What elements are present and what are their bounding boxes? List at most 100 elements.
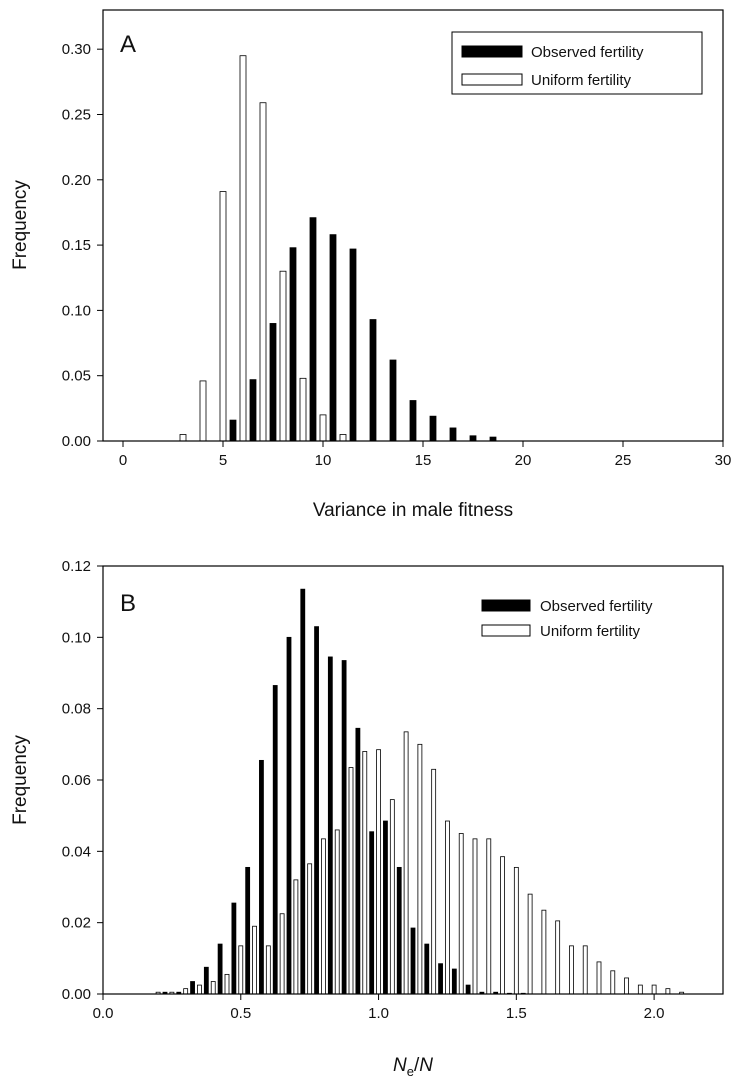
- observed-bars: [162, 588, 526, 995]
- legend-label-observed: Observed fertility: [540, 598, 653, 615]
- y-axis-title: Frequency: [10, 735, 31, 825]
- observed-bar: [369, 319, 377, 442]
- observed-bar: [409, 400, 417, 442]
- uniform-bar: [417, 743, 423, 995]
- uniform-bar: [431, 768, 437, 995]
- uniform-bar: [651, 984, 657, 995]
- uniform-bar: [219, 191, 227, 442]
- legend-swatch-uniform: [461, 73, 523, 86]
- uniform-bar: [252, 925, 257, 995]
- uniform-bars: [179, 55, 347, 442]
- uniform-bar: [319, 414, 327, 442]
- observed-bar: [369, 831, 375, 995]
- uniform-bar: [179, 434, 187, 442]
- y-tick-label: 0.20: [62, 172, 91, 189]
- y-axis-title: Frequency: [10, 180, 31, 270]
- uniform-bar: [637, 984, 643, 995]
- observed-bar: [217, 943, 223, 995]
- observed-bar: [314, 626, 319, 995]
- uniform-bar: [665, 988, 671, 995]
- panel-b: 0.0 0.5 1.0 1.5 2.0 0.00 0.02 0.04 0.06 0.08 0.10…: [10, 558, 724, 1079]
- panel-letter: B: [120, 590, 136, 617]
- uniform-bar: [458, 833, 464, 995]
- observed-bar: [424, 943, 430, 995]
- observed-bar: [355, 727, 361, 995]
- observed-bar: [245, 866, 251, 995]
- observed-bar: [259, 759, 264, 995]
- observed-bar: [469, 435, 477, 442]
- uniform-bar: [403, 731, 409, 995]
- observed-bar: [190, 981, 195, 995]
- x-tick-label: 10: [315, 452, 332, 469]
- y-ticks: 0.00 0.02 0.04 0.06 0.08 0.10 0.12: [62, 558, 103, 1003]
- y-tick-label: 0.25: [62, 106, 91, 123]
- observed-bar: [249, 379, 257, 442]
- uniform-bar: [486, 838, 492, 995]
- observed-bar: [269, 323, 277, 442]
- uniform-bar: [279, 913, 285, 995]
- uniform-bar: [596, 961, 602, 995]
- legend: Observed fertility Uniform fertility: [481, 598, 653, 640]
- uniform-bar: [555, 920, 561, 995]
- uniform-bar: [339, 434, 347, 442]
- uniform-bar: [321, 838, 326, 995]
- observed-bar: [429, 415, 437, 442]
- uniform-bar: [183, 988, 189, 995]
- legend-label-observed: Observed fertility: [531, 44, 644, 61]
- observed-bar: [396, 866, 402, 995]
- plot-frame: [102, 9, 724, 442]
- y-tick-label: 0.15: [62, 237, 91, 254]
- uniform-bar: [610, 970, 616, 995]
- legend-label-uniform: Uniform fertility: [531, 72, 632, 89]
- observed-bar: [229, 419, 237, 442]
- observed-bar: [231, 902, 237, 995]
- uniform-bar: [362, 751, 368, 995]
- observed-bar: [327, 656, 333, 995]
- uniform-bar: [197, 984, 202, 995]
- uniform-bar: [199, 380, 207, 442]
- uniform-bar: [582, 945, 588, 995]
- uniform-bar: [293, 879, 299, 995]
- observed-bar: [272, 685, 278, 995]
- uniform-bar: [224, 973, 230, 995]
- observed-bar: [451, 968, 457, 995]
- observed-bars: [229, 217, 497, 442]
- x-ticks: 0 5 10 15 20 25 30: [119, 441, 731, 469]
- x-axis-title-n: N: [393, 1055, 407, 1076]
- uniform-bar: [307, 863, 313, 995]
- observed-bar: [389, 359, 397, 442]
- y-ticks: 0.00 0.05 0.10 0.15 0.20 0.25 0.30: [62, 41, 103, 450]
- panel-a: 0 5 10 15 20 25 30 0.00 0.05 0.10 0.15 0.20 0.25 0.3…: [10, 9, 731, 521]
- y-tick-label: 0.30: [62, 41, 91, 58]
- y-tick-label: 0.12: [62, 558, 91, 575]
- uniform-bar: [569, 945, 574, 995]
- uniform-bar: [472, 838, 478, 995]
- x-tick-label: 5: [219, 452, 227, 469]
- legend-swatch-uniform: [481, 624, 531, 637]
- uniform-bar: [500, 856, 505, 995]
- observed-bar: [410, 927, 416, 995]
- x-axis-title: Ne/N: [393, 1055, 433, 1079]
- legend-label-uniform: Uniform fertility: [540, 623, 641, 640]
- uniform-bar: [527, 893, 533, 995]
- x-axis-title: Variance in male fitness: [313, 500, 513, 521]
- panel-letter: A: [120, 31, 136, 58]
- x-tick-label: 1.5: [506, 1005, 527, 1022]
- y-tick-label: 0.06: [62, 772, 91, 789]
- legend-swatch-observed: [481, 599, 531, 612]
- observed-bar: [349, 248, 357, 442]
- y-tick-label: 0.05: [62, 368, 91, 385]
- uniform-bar: [279, 270, 287, 442]
- y-tick-label: 0.04: [62, 843, 91, 860]
- uniform-bar: [445, 820, 450, 995]
- uniform-bar: [334, 829, 340, 995]
- y-tick-label: 0.00: [62, 986, 91, 1003]
- observed-bar: [300, 588, 306, 995]
- legend-swatch-observed: [461, 45, 523, 58]
- observed-bar: [203, 966, 209, 995]
- uniform-bar: [299, 377, 307, 442]
- legend: Observed fertility Uniform fertility: [451, 31, 703, 95]
- y-tick-label: 0.08: [62, 701, 91, 718]
- uniform-bar: [376, 749, 381, 995]
